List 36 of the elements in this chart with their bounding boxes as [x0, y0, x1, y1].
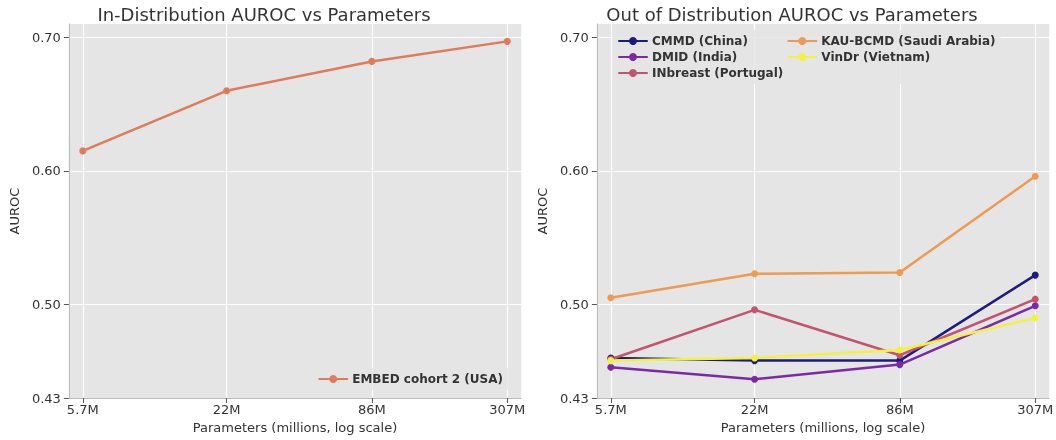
y-tick-label: 0.60 — [31, 163, 61, 179]
legend-label: CMMD (China) — [652, 34, 748, 48]
x-tick-label: 86M — [885, 402, 914, 417]
y-tick-label: 0.43 — [31, 390, 61, 406]
y-axis-title: AUROC — [7, 187, 22, 235]
x-tick-label: 86M — [357, 402, 386, 417]
legend-label: INbreast (Portugal) — [652, 66, 784, 80]
chart-title: Out of Distribution AUROC vs Parameters — [606, 3, 978, 25]
x-tick-label: 22M — [212, 402, 241, 417]
y-tick-label: 0.50 — [559, 297, 589, 312]
x-axis-title: Parameters (millions, log scale) — [720, 419, 926, 435]
point — [607, 294, 615, 302]
y-tick-label: 0.60 — [559, 163, 589, 179]
x-tick-label: 307M — [489, 402, 526, 417]
y-tick-label: 0.43 — [559, 390, 589, 406]
x-tick-label: 22M — [740, 402, 769, 417]
x-tick-label: 307M — [1017, 402, 1054, 417]
y-tick-label: 0.70 — [559, 29, 589, 45]
legend-label: VinDr (Vietnam) — [821, 50, 931, 64]
point — [896, 361, 904, 369]
point — [896, 268, 904, 276]
x-tick-label: 5.7M — [66, 402, 99, 417]
y-tick-label: 0.50 — [31, 297, 61, 312]
y-axis-title: AUROC — [535, 187, 550, 235]
legend-label: DMID (India) — [652, 50, 738, 64]
legend-label: KAU-BCMD (Saudi Arabia) — [821, 34, 996, 48]
x-axis-title: Parameters (millions, log scale) — [192, 419, 398, 435]
point — [751, 375, 759, 383]
point — [751, 306, 759, 314]
point — [896, 346, 904, 354]
x-tick-label: 5.7M — [594, 402, 627, 417]
point — [751, 270, 759, 278]
chart-title: In-Distribution AUROC vs Parameters — [97, 3, 431, 25]
point — [607, 363, 615, 371]
y-tick-label: 0.70 — [31, 29, 61, 45]
legend-label: EMBED cohort 2 (USA) — [352, 372, 504, 386]
